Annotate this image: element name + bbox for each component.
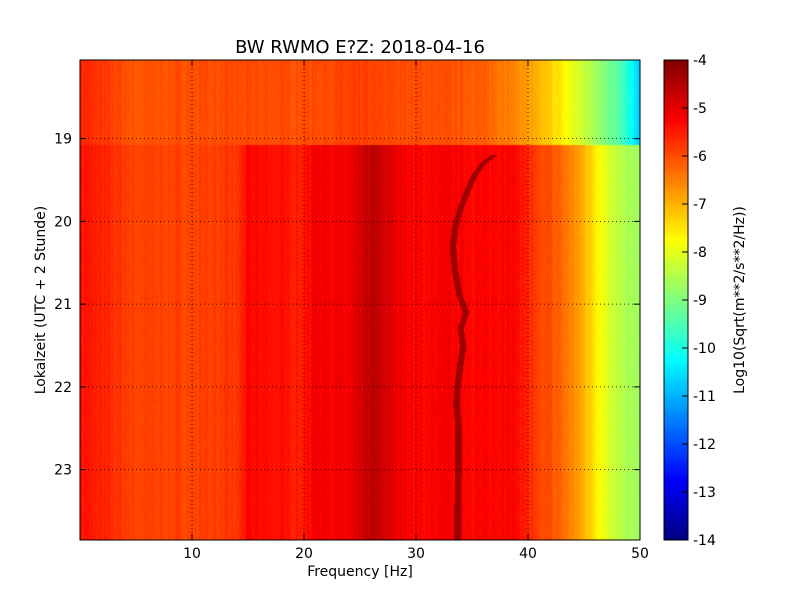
- y-tick-label: 22: [54, 380, 72, 396]
- colorbar-tick-label: -10: [693, 341, 716, 357]
- y-tick-label: 23: [54, 463, 72, 479]
- x-tick-label: 50: [631, 546, 649, 562]
- spectrogram-plot-area: [79, 59, 641, 541]
- colorbar-tick-label: -8: [693, 245, 707, 261]
- colorbar-tick-label: -14: [693, 533, 716, 549]
- x-tick-label: 40: [519, 546, 537, 562]
- x-tick-label: 30: [407, 546, 425, 562]
- spectrogram-heatmap: [80, 60, 640, 540]
- x-axis: 10 20 30 40 50: [183, 60, 649, 562]
- colorbar: -4 -5 -6 -7 -8 -9 -10 -11 -12 -13 -14 Log10(Sqrt(m…: [663, 53, 748, 549]
- colorbar-tick-label: -4: [693, 53, 707, 69]
- y-tick-label: 21: [54, 297, 72, 313]
- colorbar-tick-label: -12: [693, 437, 716, 453]
- colorbar-ticks: -4 -5 -6 -7 -8 -9 -10 -11 -12 -13 -14: [682, 53, 716, 549]
- y-tick-label: 19: [54, 132, 72, 148]
- y-tick-label: 20: [54, 214, 72, 230]
- x-axis-label: Frequency [Hz]: [307, 564, 413, 580]
- chart-title: BW RWMO E?Z: 2018-04-16: [235, 37, 485, 58]
- x-tick-label: 20: [295, 546, 313, 562]
- colorbar-tick-label: -5: [693, 101, 707, 117]
- colorbar-tick-label: -9: [693, 293, 707, 309]
- plot-frame: [79, 59, 641, 541]
- colorbar-tick-label: -13: [693, 485, 716, 501]
- grid-lines: [80, 60, 640, 540]
- colorbar-tick-label: -6: [693, 149, 707, 165]
- colorbar-tick-label: -11: [693, 389, 716, 405]
- y-axis-label: Lokalzeit (UTC + 2 Stunde): [33, 206, 49, 395]
- colorbar-tick-label: -7: [693, 197, 707, 213]
- x-tick-label: 10: [183, 546, 201, 562]
- colorbar-label: Log10(Sqrt(m**2/s**2/Hz)): [732, 206, 748, 394]
- y-axis: 19 20 21 22 23: [54, 132, 640, 479]
